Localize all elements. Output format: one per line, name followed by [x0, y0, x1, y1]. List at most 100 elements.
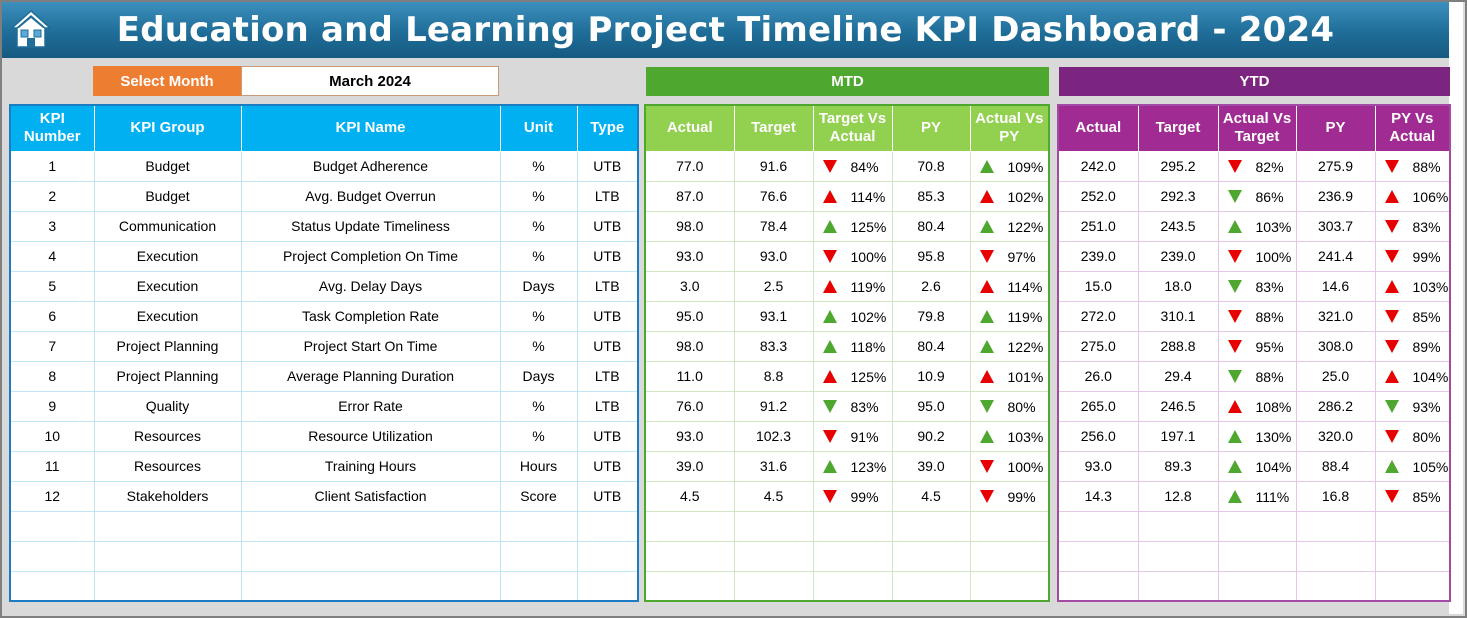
table-row: 98.0 78.4 125% 80.4 122%	[645, 211, 1050, 242]
kpi-name-cell: Status Update Timeliness	[241, 211, 501, 242]
kpi-name-cell: Average Planning Duration	[241, 361, 501, 392]
home-icon[interactable]	[10, 8, 52, 50]
triangle-down-icon	[1384, 159, 1399, 173]
ytd-target-cell: 12.8	[1138, 481, 1219, 512]
empty-cell	[577, 541, 639, 572]
ytd-actual-vs-target-cell: 103%	[1218, 211, 1297, 242]
triangle-down-icon	[1384, 309, 1399, 323]
table-row: 275.0 288.8 95% 308.0 89%	[1058, 331, 1451, 362]
unit-cell: %	[500, 211, 578, 242]
mtd-col-header-2: Target Vs Actual	[813, 105, 893, 152]
kpi-number-cell: 5	[10, 271, 95, 302]
empty-cell	[813, 541, 893, 572]
triangle-down-icon	[1227, 369, 1242, 383]
mtd-col-header-4: Actual Vs PY	[970, 105, 1050, 152]
empty-cell	[645, 511, 735, 542]
mtd-py-cell: 10.9	[892, 361, 971, 392]
table-row: 3 Communication Status Update Timeliness% U…	[10, 211, 639, 242]
triangle-up-icon	[1384, 369, 1399, 383]
ytd-target-cell: 29.4	[1138, 361, 1219, 392]
mtd-col-header-3: PY	[892, 105, 971, 152]
empty-cell	[970, 541, 1050, 572]
mtd-target-vs-actual-cell: 91%	[813, 421, 893, 452]
empty-cell	[241, 571, 501, 602]
ytd-py-cell: 320.0	[1296, 421, 1376, 452]
mtd-py-cell: 85.3	[892, 181, 971, 212]
mtd-target-vs-actual-cell: 123%	[813, 451, 893, 482]
table-row	[1058, 511, 1451, 542]
percent-value: 99%	[1007, 488, 1036, 505]
ytd-actual-cell: 239.0	[1058, 241, 1139, 272]
mtd-actual-vs-py-cell: 122%	[970, 211, 1050, 242]
table-row: 11.0 8.8 125% 10.9 101%	[645, 361, 1050, 392]
mtd-actual-vs-py-cell: 114%	[970, 271, 1050, 302]
table-row: 14.3 12.8 111% 16.8 85%	[1058, 481, 1451, 512]
triangle-up-icon	[822, 369, 837, 383]
mtd-actual-vs-py-cell: 101%	[970, 361, 1050, 392]
triangle-down-icon	[822, 159, 837, 173]
ytd-actual-cell: 265.0	[1058, 391, 1139, 422]
empty-cell	[892, 571, 971, 602]
percent-value: 100%	[850, 248, 887, 265]
table-row: 39.0 31.6 123% 39.0 100%	[645, 451, 1050, 482]
table-row: 272.0 310.1 88% 321.0 85%	[1058, 301, 1451, 332]
ytd-actual-cell: 26.0	[1058, 361, 1139, 392]
percent-value: 104%	[1412, 368, 1449, 385]
ytd-actual-cell: 256.0	[1058, 421, 1139, 452]
ytd-py-vs-actual-cell: 103%	[1375, 271, 1451, 302]
empty-cell	[1296, 541, 1376, 572]
ytd-py-cell: 88.4	[1296, 451, 1376, 482]
mtd-actual-cell: 11.0	[645, 361, 735, 392]
empty-cell	[734, 541, 814, 572]
table-row: 2 Budget Avg. Budget Overrun% LTB	[10, 181, 639, 212]
kpi-number-cell: 8	[10, 361, 95, 392]
ytd-py-cell: 321.0	[1296, 301, 1376, 332]
mtd-target-cell: 31.6	[734, 451, 814, 482]
triangle-down-icon	[1227, 249, 1242, 263]
kpi-number-cell: 11	[10, 451, 95, 482]
table-row: 11 Resources Training Hours Hours UTB	[10, 451, 639, 482]
percent-value: 97%	[1007, 248, 1036, 265]
type-cell: UTB	[577, 301, 639, 332]
ytd-target-cell: 288.8	[1138, 331, 1219, 362]
ytd-py-vs-actual-cell: 85%	[1375, 481, 1451, 512]
ytd-py-vs-actual-cell: 105%	[1375, 451, 1451, 482]
select-month-label: Select Month	[93, 66, 241, 96]
table-row: 256.0 197.1 130% 320.0 80%	[1058, 421, 1451, 452]
mtd-py-cell: 2.6	[892, 271, 971, 302]
percent-value: 103%	[1412, 278, 1449, 295]
ytd-py-vs-actual-cell: 88%	[1375, 151, 1451, 182]
ytd-target-cell: 89.3	[1138, 451, 1219, 482]
type-cell: LTB	[577, 391, 639, 422]
empty-cell	[1375, 571, 1451, 602]
unit-cell: %	[500, 151, 578, 182]
mtd-actual-vs-py-cell: 99%	[970, 481, 1050, 512]
kpi-group-cell: Budget	[94, 181, 242, 212]
ytd-target-cell: 197.1	[1138, 421, 1219, 452]
empty-cell	[10, 511, 95, 542]
table-row	[1058, 541, 1451, 572]
kpi-number-cell: 3	[10, 211, 95, 242]
kpi-name-cell: Error Rate	[241, 391, 501, 422]
mtd-target-vs-actual-cell: 125%	[813, 211, 893, 242]
ytd-target-cell: 239.0	[1138, 241, 1219, 272]
mtd-target-cell: 2.5	[734, 271, 814, 302]
mtd-target-cell: 102.3	[734, 421, 814, 452]
percent-value: 80%	[1007, 398, 1036, 415]
percent-value: 88%	[1255, 368, 1284, 385]
mtd-target-cell: 83.3	[734, 331, 814, 362]
table-row: 9 Quality Error Rate% LTB	[10, 391, 639, 422]
ytd-actual-vs-target-cell: 100%	[1218, 241, 1297, 272]
kpi-group-cell: Quality	[94, 391, 242, 422]
table-row: 6 Execution Task Completion Rate% UTB	[10, 301, 639, 332]
triangle-up-icon	[1384, 279, 1399, 293]
mtd-target-vs-actual-cell: 125%	[813, 361, 893, 392]
ytd-py-cell: 16.8	[1296, 481, 1376, 512]
triangle-down-icon	[1227, 189, 1242, 203]
ytd-table: Actual Target Actual Vs Target PY PY Vs Actu…	[1057, 104, 1451, 602]
mtd-actual-vs-py-cell: 102%	[970, 181, 1050, 212]
empty-cell	[970, 571, 1050, 602]
ytd-actual-vs-target-cell: 108%	[1218, 391, 1297, 422]
month-dropdown[interactable]: March 2024	[241, 66, 499, 96]
table-row	[645, 511, 1050, 542]
